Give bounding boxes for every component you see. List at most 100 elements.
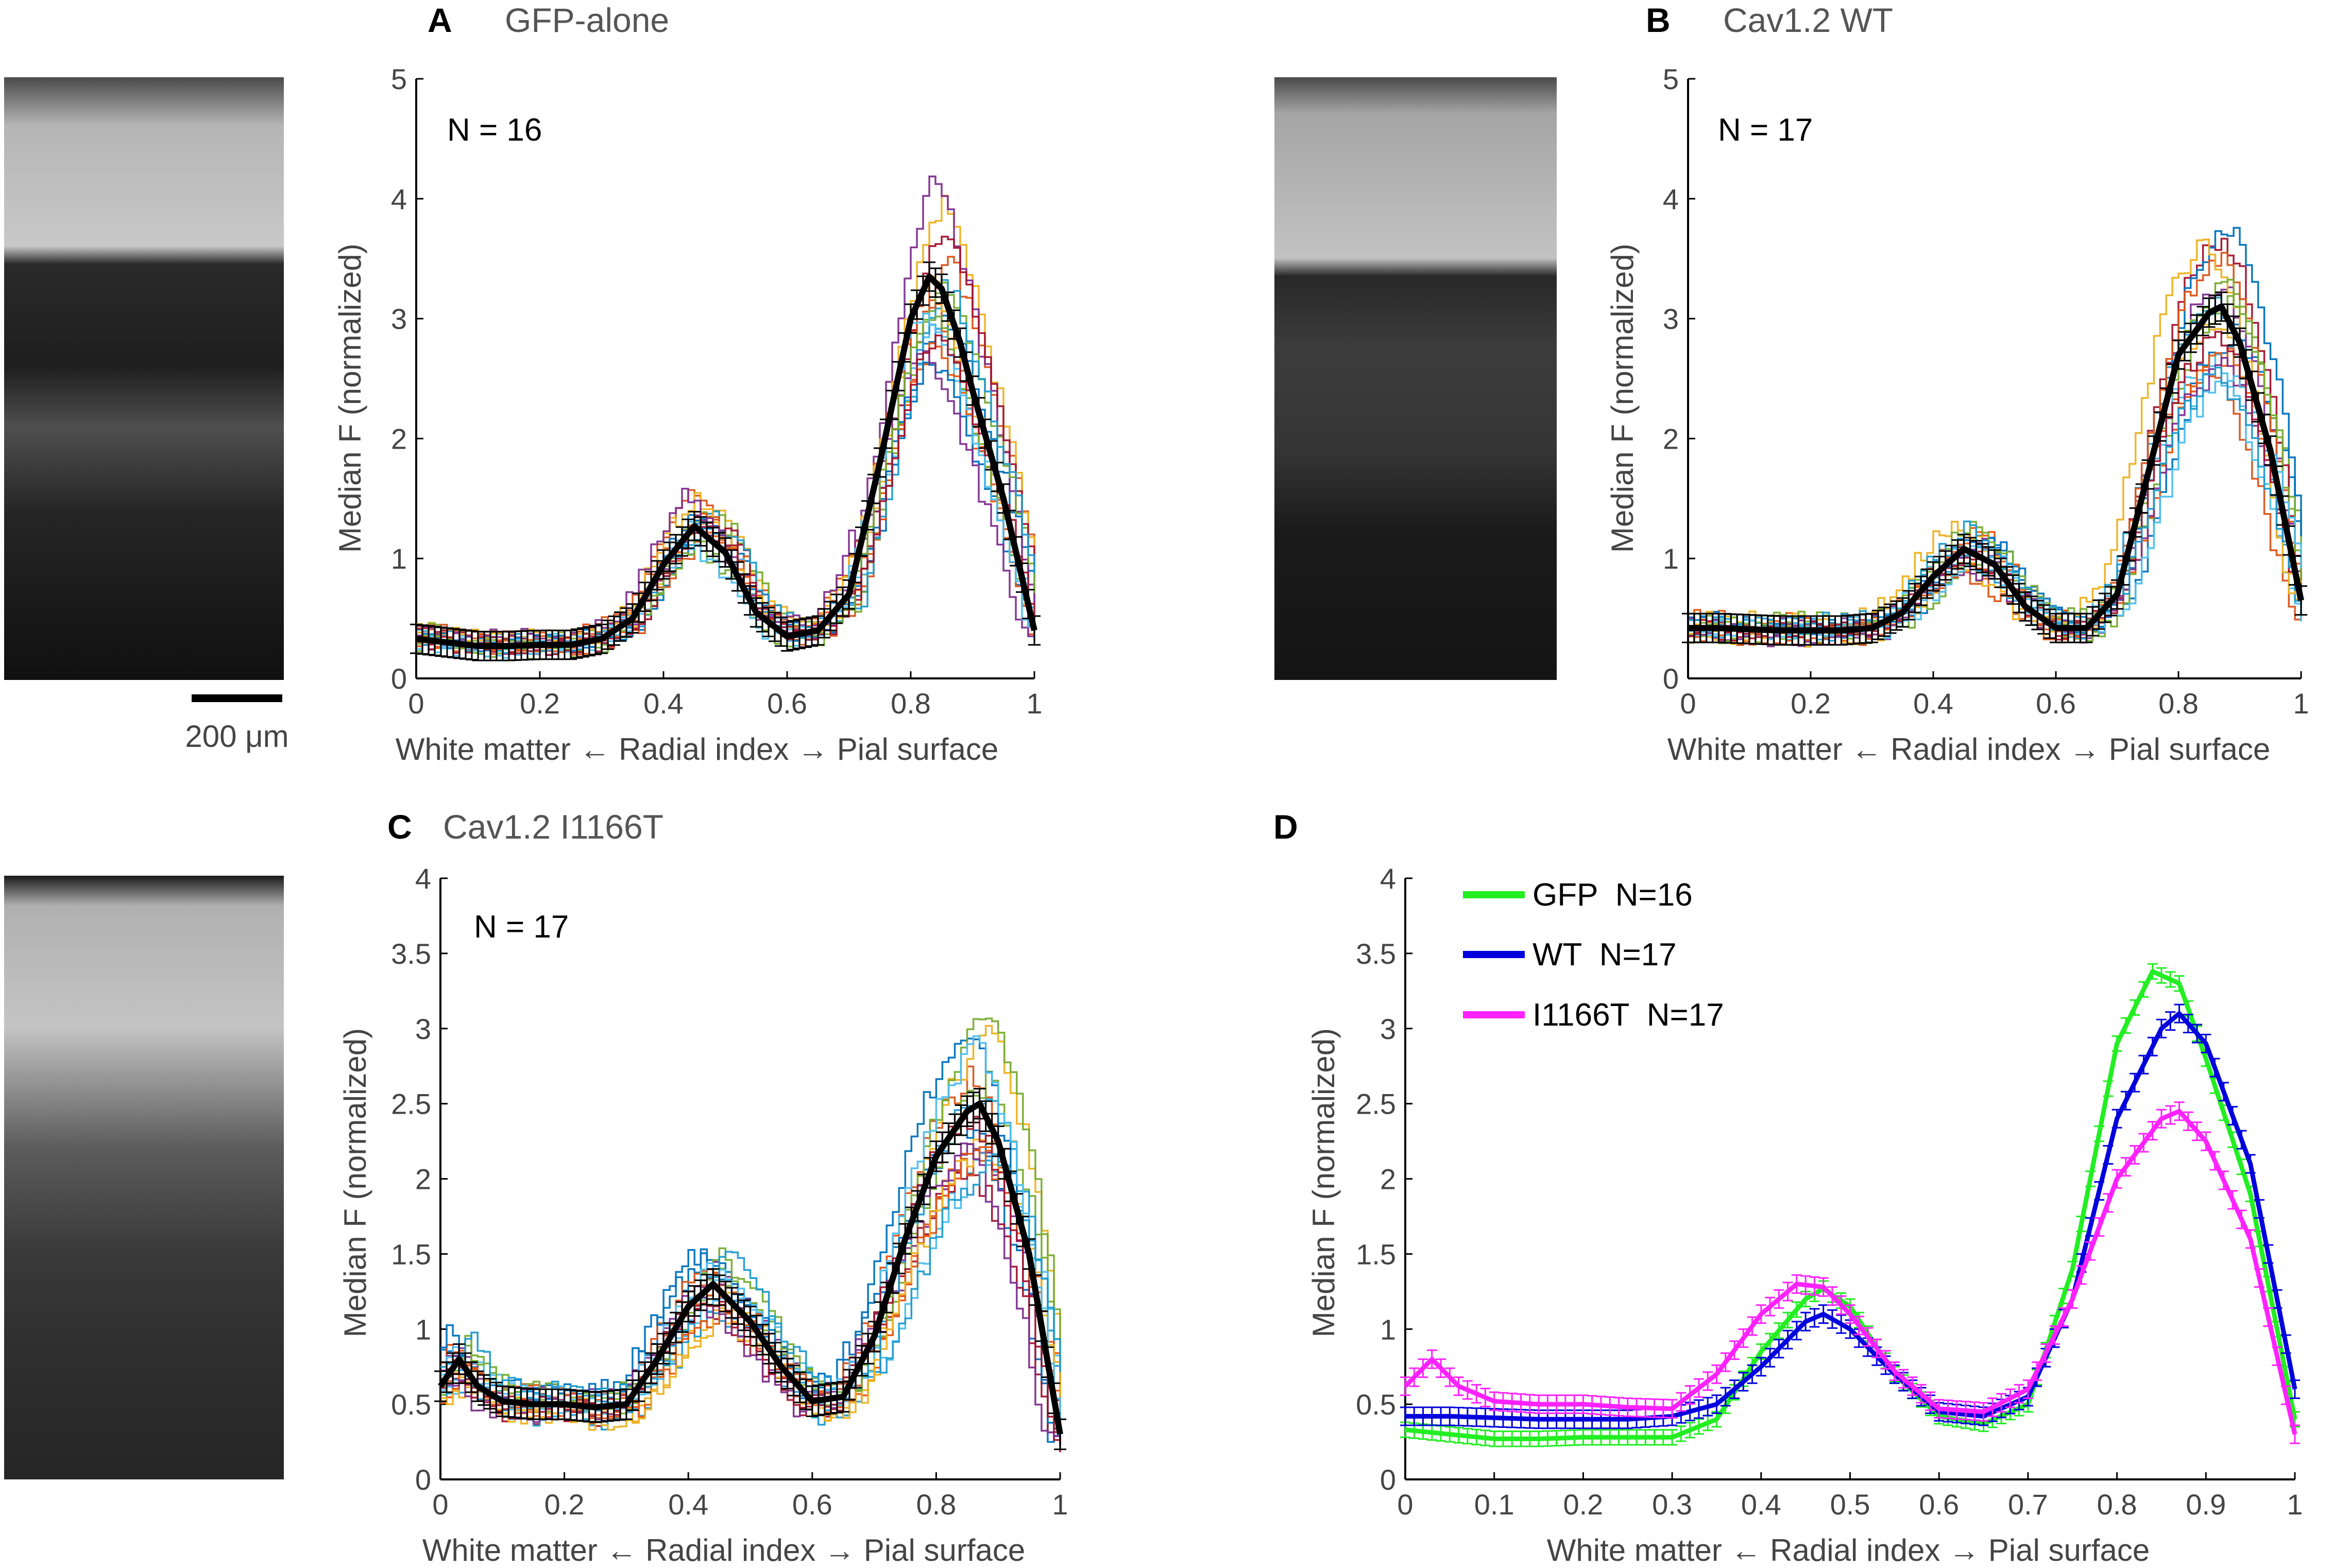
panel-b-x-tick-label: 0.8 <box>2158 687 2199 720</box>
panel-d-x-tick-label: 0.1 <box>1474 1488 1514 1521</box>
panel-c-xlabel: White matter ← Radial index → Pial surfa… <box>422 1533 1025 1567</box>
panel-d-letter: D <box>1273 808 1298 846</box>
panel-c-y-tick-label: 2 <box>415 1163 431 1196</box>
panel-d-i1166t-error-bar <box>1400 1376 1410 1396</box>
panel-c-mean-line <box>438 1100 1063 1435</box>
panel-b-title: Cav1.2 WT <box>1723 1 1893 39</box>
panel-d-y-tick-label: 1.5 <box>1356 1238 1396 1270</box>
panel-c-title: Cav1.2 I1166T <box>443 808 663 846</box>
panel-d-xlabel: White matter ← Radial index → Pial surfa… <box>1547 1533 2150 1567</box>
panel-c-n-label: N = 17 <box>474 909 569 945</box>
panel-a-y-tick-label: 4 <box>391 183 407 215</box>
panel-c-y-tick-label: 3 <box>415 1013 431 1045</box>
panel-c-x-tick-label: 1 <box>1052 1488 1068 1521</box>
panel-c-ylabel: Median F (normalized) <box>338 1028 372 1337</box>
panel-c-y-tick-label: 0.5 <box>391 1388 431 1421</box>
panel-d-y-tick-label: 0.5 <box>1356 1388 1396 1421</box>
panel-a-x-tick-label: 0.8 <box>891 687 931 720</box>
panel-d-y-tick-label: 2.5 <box>1356 1088 1396 1120</box>
panel-d-y-tick-label: 4 <box>1380 862 1396 895</box>
panel-a-individual-trace <box>416 315 1035 656</box>
panel-b-x-tick-label: 0.2 <box>1791 687 1831 720</box>
scale-bar <box>192 694 282 702</box>
panel-c-y-tick-label: 3.5 <box>391 938 431 970</box>
panel-b-x-tick-label: 0 <box>1680 687 1696 720</box>
panel-c-letter: C <box>387 808 412 846</box>
chart-panel-a: 0 0.2 0.4 0.6 0.8 1 0 1 2 3 4 5 <box>391 63 1043 720</box>
panel-b-x-tick-label: 0.4 <box>1913 687 1953 720</box>
panel-a-y-tick-label: 2 <box>391 422 407 455</box>
panel-a-y-tick-label: 1 <box>391 542 407 575</box>
panel-b-mean-line <box>1688 303 2304 634</box>
panel-a-individual-trace <box>416 175 1035 655</box>
panel-a-y-tick-label: 5 <box>391 63 407 95</box>
panel-c-x-tick-label: 0.4 <box>668 1488 708 1521</box>
panel-c-y-tick-label: 2.5 <box>391 1088 431 1120</box>
panel-b-individual-trace <box>1688 297 2302 642</box>
panel-a-individual-trace <box>416 315 1035 660</box>
chart-panel-c: 0 0.2 0.4 0.6 0.8 1 0 0.5 1 1.5 2 2.5 3 3.5 4 <box>391 862 1068 1521</box>
panel-b-x-tick-label: 1 <box>2293 687 2309 720</box>
micrograph-image-c <box>4 876 284 1479</box>
panel-d-x-tick-label: 0.4 <box>1741 1488 1781 1521</box>
panel-b-individual-trace <box>1688 353 2302 639</box>
panel-c-x-tick-label: 0 <box>432 1488 448 1521</box>
panel-a-x-tick-label: 0.6 <box>767 687 807 720</box>
panel-b-ylabel: Median F (normalized) <box>1605 244 1640 553</box>
panel-b-y-tick-label: 0 <box>1663 662 1679 695</box>
panel-a-individual-trace <box>416 350 1035 649</box>
panel-b-n-label: N = 17 <box>1718 112 1813 148</box>
panel-d-x-tick-label: 0.9 <box>2186 1488 2226 1521</box>
panel-c-x-tick-label: 0.2 <box>544 1488 585 1521</box>
panel-b-individual-trace <box>1688 293 2302 645</box>
legend-label-gfp: GFP N=16 <box>1532 877 1693 913</box>
panel-a-x-tick-label: 1 <box>1026 687 1042 720</box>
panel-d-gfp-line <box>1405 969 2297 1441</box>
panel-d-ylabel: Median F (normalized) <box>1306 1028 1341 1337</box>
panel-d-wt-line <box>1405 1011 2297 1422</box>
panel-a-x-tick-label: 0.2 <box>520 687 560 720</box>
panel-d-y-tick-label: 0 <box>1380 1463 1396 1496</box>
panel-c-x-tick-label: 0.6 <box>792 1488 832 1521</box>
panel-a-letter: A <box>428 1 452 39</box>
panel-b-individual-trace <box>1688 286 2302 647</box>
panel-d-y-tick-label: 1 <box>1380 1313 1396 1345</box>
legend: GFP N=16 WT N=17 I1166T N=17 <box>1463 877 1724 1033</box>
micrograph-image-a <box>4 77 284 680</box>
panel-a-n-label: N = 16 <box>447 112 542 148</box>
panel-c-mean-error-bar <box>434 1370 447 1402</box>
panel-c-y-tick-label: 1.5 <box>391 1238 431 1270</box>
panel-b-y-tick-label: 2 <box>1663 422 1679 455</box>
panel-a-mean-line <box>416 274 1037 650</box>
panel-b-y-tick-label: 3 <box>1663 303 1679 335</box>
panel-b-individual-trace <box>1688 369 2302 646</box>
panel-a-xlabel: White matter ← Radial index → Pial surfa… <box>396 732 998 766</box>
panel-d-x-tick-label: 0 <box>1397 1488 1413 1521</box>
panel-c-x-tick-label: 0.8 <box>916 1488 956 1521</box>
panel-d-x-tick-label: 0.5 <box>1830 1488 1870 1521</box>
panel-b-individual-trace <box>1688 366 2302 633</box>
panel-a-x-tick-label: 0.4 <box>643 687 684 720</box>
panel-a-y-tick-label: 3 <box>391 303 407 335</box>
panel-d-x-tick-label: 1 <box>2287 1488 2303 1521</box>
panel-b-x-tick-label: 0.6 <box>2036 687 2076 720</box>
panel-a-ylabel: Median F (normalized) <box>333 244 367 553</box>
panel-a-x-tick-label: 0 <box>408 687 424 720</box>
panel-b-y-tick-label: 4 <box>1663 183 1679 215</box>
chart-panel-b: 0 0.2 0.4 0.6 0.8 1 0 1 2 3 4 5 <box>1663 63 2309 720</box>
panel-d-y-tick-label: 3.5 <box>1356 938 1396 970</box>
panel-a-individual-trace <box>416 323 1035 656</box>
panel-a-title: GFP-alone <box>505 1 669 39</box>
micrograph-image-b <box>1274 77 1557 680</box>
panel-a-individual-trace <box>416 313 1035 659</box>
panel-b-individual-trace <box>1688 356 2302 639</box>
scale-bar-label: 200 μm <box>185 719 288 754</box>
panel-d-i1166t-line <box>1403 1109 2297 1435</box>
chart-panel-d: 0 0.1 0.2 0.3 0.4 0.5 0.6 0.7 0.8 0.9 1 0 0.5 1 1.5 2 2.… <box>1356 862 2303 1521</box>
panel-c-y-tick-label: 1 <box>415 1313 431 1345</box>
panel-d-x-tick-label: 0.3 <box>1652 1488 1692 1521</box>
panel-a-individual-trace <box>416 362 1035 652</box>
panel-b-y-tick-label: 1 <box>1663 542 1679 575</box>
panel-d-x-tick-label: 0.2 <box>1563 1488 1603 1521</box>
